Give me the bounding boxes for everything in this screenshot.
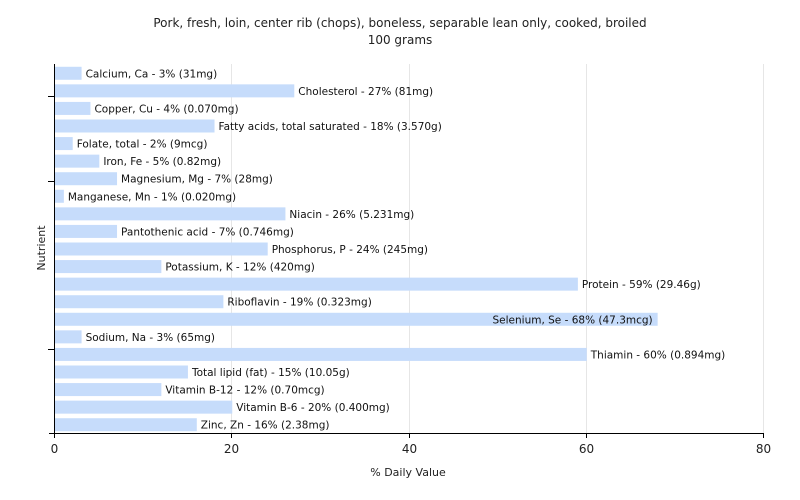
- bar: [55, 277, 578, 291]
- x-tick-label: 0: [51, 442, 59, 456]
- x-axis-label: % Daily Value: [370, 466, 446, 479]
- bar: [55, 207, 286, 221]
- bar-label: Sodium, Na - 3% (65mg): [86, 332, 215, 344]
- bar: [55, 295, 224, 309]
- chart-title: Pork, fresh, loin, center rib (chops), b…: [153, 16, 646, 30]
- bar: [55, 84, 295, 98]
- bar-label: Magnesium, Mg - 7% (28mg): [121, 174, 273, 186]
- bar-label: Iron, Fe - 5% (0.82mg): [103, 156, 221, 168]
- bar-label: Protein - 59% (29.46g): [582, 279, 701, 291]
- chart-subtitle: 100 grams: [368, 33, 433, 47]
- bar-label: Copper, Cu - 4% (0.070mg): [94, 103, 238, 115]
- bar-label: Manganese, Mn - 1% (0.020mg): [68, 191, 236, 203]
- bar: [55, 101, 91, 115]
- bar: [55, 400, 233, 414]
- bar: [55, 172, 118, 186]
- bar: [55, 330, 82, 344]
- bar: [55, 154, 100, 168]
- bar: [55, 347, 587, 361]
- bar-label: Niacin - 26% (5.231mg): [289, 209, 414, 221]
- bars-group: Calcium, Ca - 3% (31mg) Cholesterol - 27%…: [55, 66, 726, 432]
- x-tick-label: 40: [402, 442, 417, 456]
- bar-label: Total lipid (fat) - 15% (10.05g): [191, 367, 350, 379]
- bar: [55, 260, 162, 274]
- bar: [55, 119, 215, 133]
- bar-label: Fatty acids, total saturated - 18% (3.57…: [219, 121, 442, 133]
- axes-group: 0 20 40 60 80: [48, 64, 771, 456]
- bar: [55, 66, 82, 80]
- bar-label: Calcium, Ca - 3% (31mg): [86, 68, 218, 80]
- y-axis-label: Nutrient: [35, 225, 48, 271]
- bar-label: Riboflavin - 19% (0.323mg): [227, 297, 371, 309]
- bar-label: Vitamin B-6 - 20% (0.400mg): [236, 402, 390, 414]
- bar-label: Thiamin - 60% (0.894mg): [590, 349, 726, 361]
- bar: [55, 242, 268, 256]
- bar-label: Zinc, Zn - 16% (2.38mg): [201, 420, 330, 432]
- bar-label: Cholesterol - 27% (81mg): [298, 86, 433, 98]
- bar-label: Folate, total - 2% (9mcg): [77, 139, 208, 151]
- bar: [55, 189, 64, 203]
- bar-label: Vitamin B-12 - 12% (0.70mcg): [165, 385, 324, 397]
- bar: [55, 224, 118, 238]
- bar: [55, 383, 162, 397]
- bar-label: Pantothenic acid - 7% (0.746mg): [121, 226, 294, 238]
- x-tick-label: 20: [224, 442, 239, 456]
- x-tick-label: 80: [756, 442, 771, 456]
- bar-label: Potassium, K - 12% (420mg): [165, 262, 315, 274]
- bar: [55, 312, 658, 326]
- bar-label: Selenium, Se - 68% (47.3mcg): [493, 314, 653, 326]
- x-tick-label: 60: [579, 442, 594, 456]
- bar-label: Phosphorus, P - 24% (245mg): [272, 244, 428, 256]
- bar: [55, 418, 197, 432]
- bar: [55, 365, 188, 379]
- bar: [55, 137, 73, 151]
